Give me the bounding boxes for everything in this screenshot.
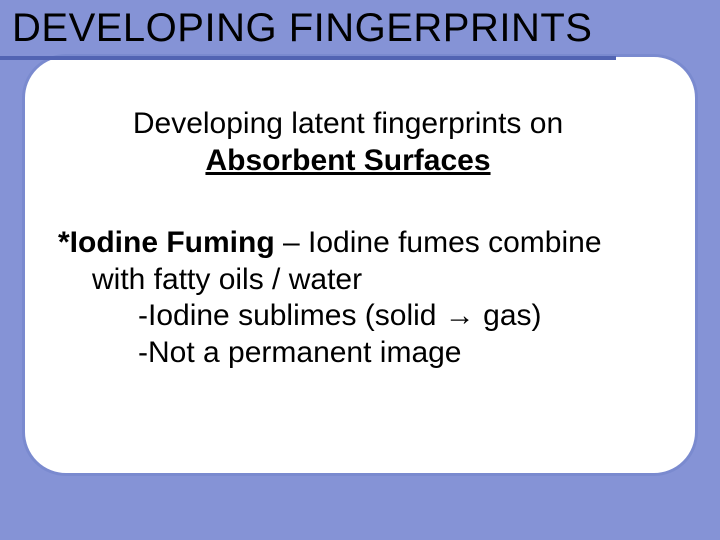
body-block: *Iodine Fuming – Iodine fumes combine wi… xyxy=(58,225,678,371)
intro-line-2: Absorbent Surfaces xyxy=(205,143,490,180)
body-bullet-2: -Not a permanent image xyxy=(58,335,678,372)
slide-title: DEVELOPING FINGERPRINTS xyxy=(12,6,720,51)
slide-content: Developing latent fingerprints on Absorb… xyxy=(58,106,678,372)
title-bar: DEVELOPING FINGERPRINTS xyxy=(0,6,720,51)
body-bullet-1: -Iodine sublimes (solid → gas) xyxy=(58,298,678,335)
title-underline xyxy=(0,56,616,60)
lead-bold: *Iodine Fuming xyxy=(58,226,275,259)
body-line-2: with fatty oils / water xyxy=(58,262,678,299)
lead-rest: – Iodine fumes combine xyxy=(275,226,602,259)
intro-block: Developing latent fingerprints on Absorb… xyxy=(58,106,678,179)
body-line-1: *Iodine Fuming – Iodine fumes combine xyxy=(58,225,678,262)
intro-line-1: Developing latent fingerprints on xyxy=(58,106,638,143)
